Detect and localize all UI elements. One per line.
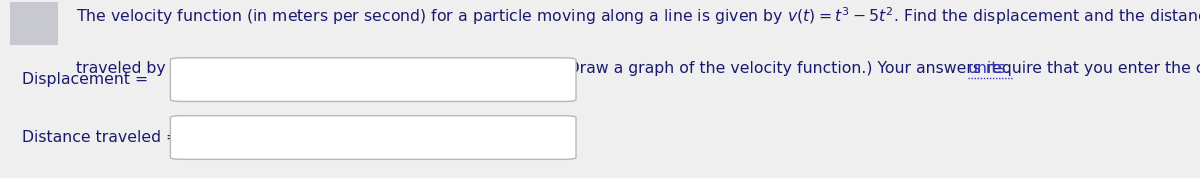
Text: Distance traveled =: Distance traveled = [22, 130, 179, 145]
Text: traveled by the particle during the time interval [−2,7]. (Hint: Draw a graph of: traveled by the particle during the time… [76, 61, 1200, 75]
FancyBboxPatch shape [170, 58, 576, 101]
FancyBboxPatch shape [170, 116, 576, 159]
Text: units.: units. [967, 61, 1012, 75]
Text: The velocity function (in meters per second) for a particle moving along a line : The velocity function (in meters per sec… [76, 5, 1200, 27]
Text: Displacement =: Displacement = [22, 72, 148, 87]
FancyBboxPatch shape [10, 2, 58, 44]
